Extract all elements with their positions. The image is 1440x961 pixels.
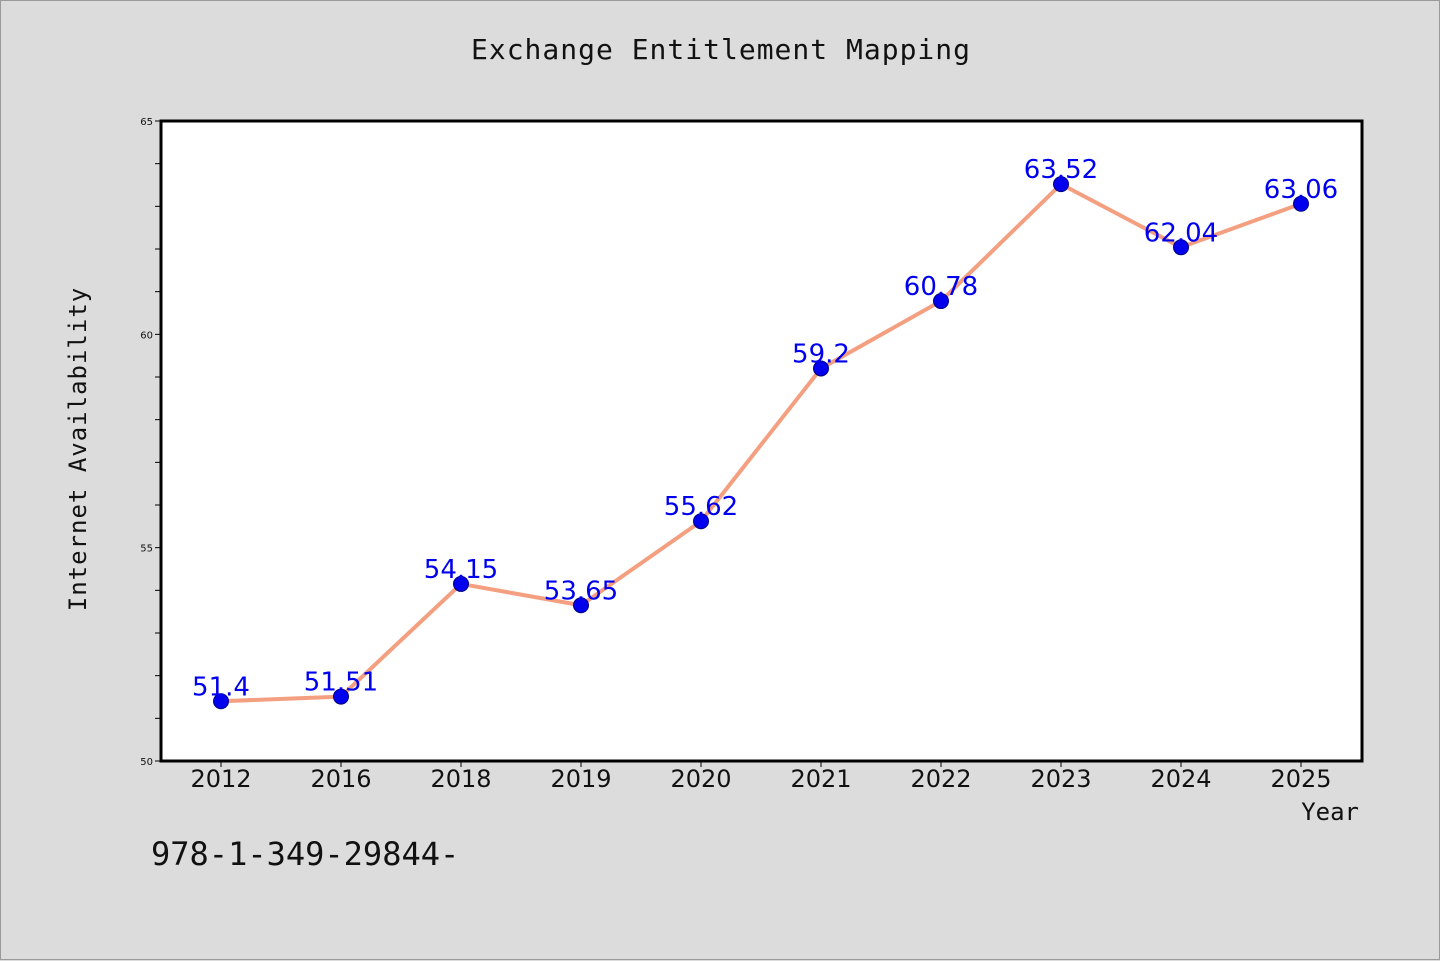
series-markers bbox=[213, 176, 1309, 710]
data-point bbox=[213, 693, 229, 710]
data-label: 59.2 bbox=[792, 339, 850, 369]
x-tick-label: 2021 bbox=[790, 765, 851, 793]
data-point bbox=[453, 575, 469, 592]
y-axis-ticks: 50 55 60 65 bbox=[140, 117, 161, 768]
x-tick-label: 2025 bbox=[1270, 765, 1331, 793]
data-label: 60.78 bbox=[904, 272, 978, 302]
data-label: 51.51 bbox=[304, 668, 378, 698]
x-axis-ticks: 2012 2016 2018 2019 2020 2021 2022 2023 2024 2025 bbox=[190, 761, 1332, 793]
y-tick-label: 65 bbox=[140, 117, 153, 128]
data-point bbox=[1173, 239, 1189, 256]
chart-title: Exchange Entitlement Mapping bbox=[470, 33, 971, 66]
y-tick-label: 55 bbox=[140, 544, 153, 555]
x-tick-label: 2022 bbox=[910, 765, 971, 793]
data-point bbox=[573, 597, 589, 614]
data-label: 51.4 bbox=[192, 672, 250, 702]
x-tick-label: 2020 bbox=[670, 765, 731, 793]
data-point bbox=[1053, 176, 1069, 193]
data-point bbox=[933, 293, 949, 310]
x-tick-label: 2012 bbox=[190, 765, 251, 793]
data-label: 53.65 bbox=[544, 576, 618, 606]
x-tick-label: 2016 bbox=[310, 765, 371, 793]
x-tick-label: 2018 bbox=[430, 765, 491, 793]
x-tick-label: 2019 bbox=[550, 765, 611, 793]
y-tick-label: 50 bbox=[140, 757, 153, 768]
data-point bbox=[813, 360, 829, 377]
data-point bbox=[693, 513, 709, 530]
x-tick-label: 2024 bbox=[1150, 765, 1211, 793]
data-label: 54.15 bbox=[424, 555, 498, 585]
data-label: 55.62 bbox=[664, 492, 738, 522]
x-axis-label: Year bbox=[1301, 798, 1359, 826]
y-tick-label: 60 bbox=[140, 330, 153, 341]
data-labels: 51.4 51.51 54.15 53.65 55.62 59.2 60.78 63.52 62… bbox=[192, 155, 1338, 702]
x-tick-label: 2023 bbox=[1030, 765, 1091, 793]
data-label: 63.06 bbox=[1264, 175, 1338, 205]
data-label: 62.04 bbox=[1144, 218, 1218, 248]
footer-code: 978-1-349-29844- bbox=[151, 835, 460, 873]
series-line bbox=[220, 182, 1302, 704]
data-point bbox=[1293, 195, 1309, 212]
data-point bbox=[333, 688, 349, 705]
data-label: 63.52 bbox=[1024, 155, 1098, 185]
